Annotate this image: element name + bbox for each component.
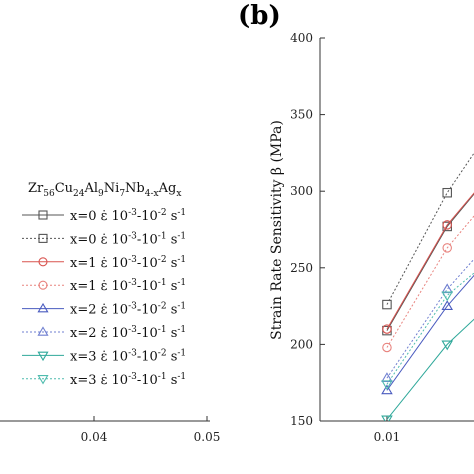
legend-entry-label: x=0 ε̇ 10-3-10-2 s-1 [70,208,186,224]
legend-title: Zr56Cu24Al9Ni7Nb4-xAgx [28,181,181,199]
data-point [441,291,454,302]
data-point [381,384,393,395]
y-tick-label: 200 [290,337,313,351]
series-line [386,215,474,348]
data-point [382,324,392,334]
data-point [441,283,454,294]
data-point [442,187,452,198]
left-x-ticks: 0.04 0.05 [81,416,221,444]
y-axis-label: Strain Rate Sensitivity β (MPa) [269,120,285,340]
legend-entry: x=2 ε̇ 10-3-10-1 s-1 [22,325,186,341]
legend-entry: x=2 ε̇ 10-3-10-2 s-1 [22,302,186,318]
legend-entry-label: x=3 ε̇ 10-3-10-2 s-1 [70,348,186,364]
series-0 [382,193,474,336]
left-x-tick-label: 0.04 [81,430,108,444]
legend-marker [37,375,49,385]
left-panel: 0.04 0.05 Zr56Cu24Al9Ni7Nb4-xAgx x=0 ε̇ 10… [0,181,220,444]
legend-entry: x=3 ε̇ 10-3-10-1 s-1 [22,372,186,388]
legend-entry: x=1 ε̇ 10-3-10-2 s-1 [22,255,186,271]
series-2 [382,192,474,334]
data-point [442,220,452,230]
series-4 [381,274,474,395]
series-6 [381,318,474,421]
legend-entry: x=1 ε̇ 10-3-10-1 s-1 [22,278,186,294]
y-tick-label: 350 [290,108,313,122]
legend-entry: x=0 ε̇ 10-3-10-2 s-1 [22,208,186,224]
legend-marker [37,326,49,336]
legend: Zr56Cu24Al9Ni7Nb4-xAgx x=0 ε̇ 10-3-10-2 s… [22,181,186,388]
data-point [381,372,393,383]
legend-entry-label: x=3 ε̇ 10-3-10-1 s-1 [70,372,186,388]
data-point [382,342,392,353]
x-tick-label: 0.01 [374,430,401,444]
data-point [381,415,393,421]
legend-marker [38,257,48,267]
legend-marker [38,233,48,243]
legend-entry: x=3 ε̇ 10-3-10-2 s-1 [22,348,186,364]
panel-label: (b) [238,1,281,31]
legend-entry-label: x=2 ε̇ 10-3-10-1 s-1 [70,325,186,341]
legend-entry: x=0 ε̇ 10-3-10-1 s-1 [22,231,186,247]
data-point [381,380,393,391]
data-point [441,340,454,351]
legend-marker [37,302,49,313]
legend-entry-label: x=2 ε̇ 10-3-10-2 s-1 [70,302,186,318]
right-y-ticks: 150 200 250 300 350 400 [290,31,325,428]
series-line [386,152,474,305]
series-7 [381,272,474,391]
series-line [386,318,474,420]
left-x-tick-label: 0.05 [194,430,221,444]
data-point [441,300,454,311]
series-1 [382,152,474,310]
series-5 [381,258,474,383]
legend-marker [37,351,49,362]
legend-entry-label: x=0 ε̇ 10-3-10-1 s-1 [70,231,186,247]
y-tick-label: 250 [290,261,313,275]
series-line [386,274,474,391]
series-3 [382,215,474,353]
legend-marker [38,280,48,290]
data-point [442,243,452,253]
right-panel: Strain Rate Sensitivity β (MPa) 150 200 25… [269,31,474,444]
series-line [386,192,474,330]
series-line [386,193,474,331]
y-tick-label: 300 [290,184,313,198]
legend-entry-label: x=1 ε̇ 10-3-10-2 s-1 [70,255,186,271]
right-x-ticks: 0.01 [374,416,401,444]
data-point [382,299,392,310]
y-tick-label: 400 [290,31,313,45]
y-tick-label: 150 [290,414,313,428]
legend-marker [38,210,48,220]
right-series [381,152,474,421]
series-line [386,272,474,385]
legend-entry-label: x=1 ε̇ 10-3-10-1 s-1 [70,278,186,294]
